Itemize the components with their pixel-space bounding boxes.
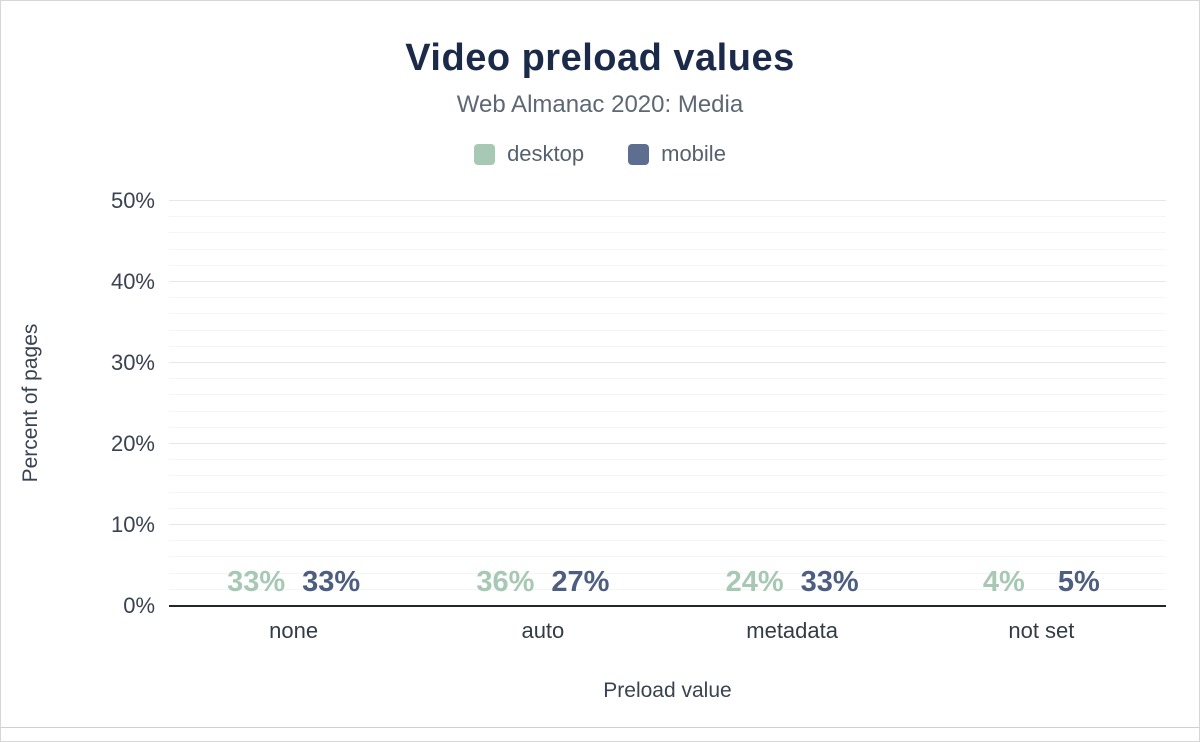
- major-gridline: [169, 362, 1166, 363]
- major-gridline: [169, 443, 1166, 444]
- major-gridline: [169, 281, 1166, 282]
- minor-gridline: [169, 588, 1166, 590]
- value-label-mobile: 33%: [800, 566, 859, 598]
- minor-gridline: [169, 313, 1166, 315]
- value-label-desktop: 24%: [725, 566, 784, 598]
- bar-col-mobile: 33%: [797, 566, 863, 606]
- minor-gridline: [169, 378, 1166, 380]
- minor-gridline: [169, 459, 1166, 461]
- plot-area: 0% 10% 20% 30% 40% 50% 33% 33% none 36% 27% auto 24%…: [111, 188, 1166, 643]
- bar-group-none: 33% 33%: [223, 201, 364, 606]
- minor-gridline: [169, 556, 1166, 558]
- minor-gridline: [169, 329, 1166, 331]
- legend-label-mobile: mobile: [661, 141, 726, 166]
- legend-item-mobile: mobile: [628, 141, 726, 167]
- value-label-desktop: 36%: [476, 566, 535, 598]
- minor-gridline: [169, 572, 1166, 574]
- y-tick-label: 50%: [110, 188, 155, 213]
- bar-col-desktop: 33%: [223, 566, 289, 606]
- y-tick-label: 30%: [110, 350, 155, 375]
- minor-gridline: [169, 475, 1166, 477]
- bar-group-auto: 36% 27%: [472, 201, 613, 606]
- bar-group-not-set: 4% 5%: [971, 201, 1112, 606]
- value-label-mobile: 27%: [551, 566, 610, 598]
- x-axis-title: Preload value: [603, 679, 732, 702]
- category-label-auto: auto: [521, 618, 565, 643]
- minor-gridline: [169, 232, 1166, 234]
- legend: desktop mobile: [1, 141, 1199, 167]
- y-tick-label: 40%: [110, 269, 155, 294]
- bar-col-desktop: 36%: [472, 566, 538, 606]
- legend-label-desktop: desktop: [507, 141, 585, 166]
- minor-gridline: [169, 297, 1166, 299]
- value-label-desktop: 4%: [982, 566, 1025, 598]
- chart-title: Video preload values: [405, 37, 795, 79]
- category-label-not-set: not set: [1008, 618, 1075, 643]
- bar-col-desktop: 24%: [722, 566, 788, 606]
- minor-gridline: [169, 345, 1166, 347]
- legend-item-desktop: desktop: [474, 141, 584, 167]
- category-label-metadata: metadata: [746, 618, 838, 643]
- y-axis-title: Percent of pages: [19, 323, 42, 483]
- minor-gridline: [169, 491, 1166, 493]
- major-gridline: [169, 524, 1166, 525]
- minor-gridline: [169, 507, 1166, 509]
- footer-divider: [1, 727, 1199, 728]
- minor-gridline: [169, 216, 1166, 218]
- category-label-none: none: [269, 618, 319, 643]
- desktop-swatch-icon: [474, 143, 496, 165]
- minor-gridline: [169, 264, 1166, 266]
- minor-gridline: [169, 394, 1166, 396]
- bar-col-mobile: 5%: [1046, 566, 1112, 606]
- y-tick-label: 0%: [123, 593, 155, 618]
- minor-gridline: [169, 426, 1166, 428]
- y-tick-label: 10%: [110, 512, 155, 537]
- value-label-mobile: 33%: [302, 566, 361, 598]
- minor-gridline: [169, 248, 1166, 250]
- y-tick-label: 20%: [110, 431, 155, 456]
- value-label-mobile: 5%: [1057, 566, 1100, 598]
- chart-subtitle: Web Almanac 2020: Media: [456, 91, 744, 118]
- bar-col-mobile: 27%: [547, 566, 613, 606]
- major-gridline: [169, 200, 1166, 201]
- bar-col-mobile: 33%: [298, 566, 364, 606]
- minor-gridline: [169, 410, 1166, 412]
- mobile-swatch-icon: [628, 143, 650, 165]
- bar-group-metadata: 24% 33%: [722, 201, 863, 606]
- minor-gridline: [169, 540, 1166, 542]
- value-label-desktop: 33%: [227, 566, 286, 598]
- x-axis-baseline: [169, 605, 1166, 607]
- bar-col-desktop: 4%: [971, 566, 1037, 606]
